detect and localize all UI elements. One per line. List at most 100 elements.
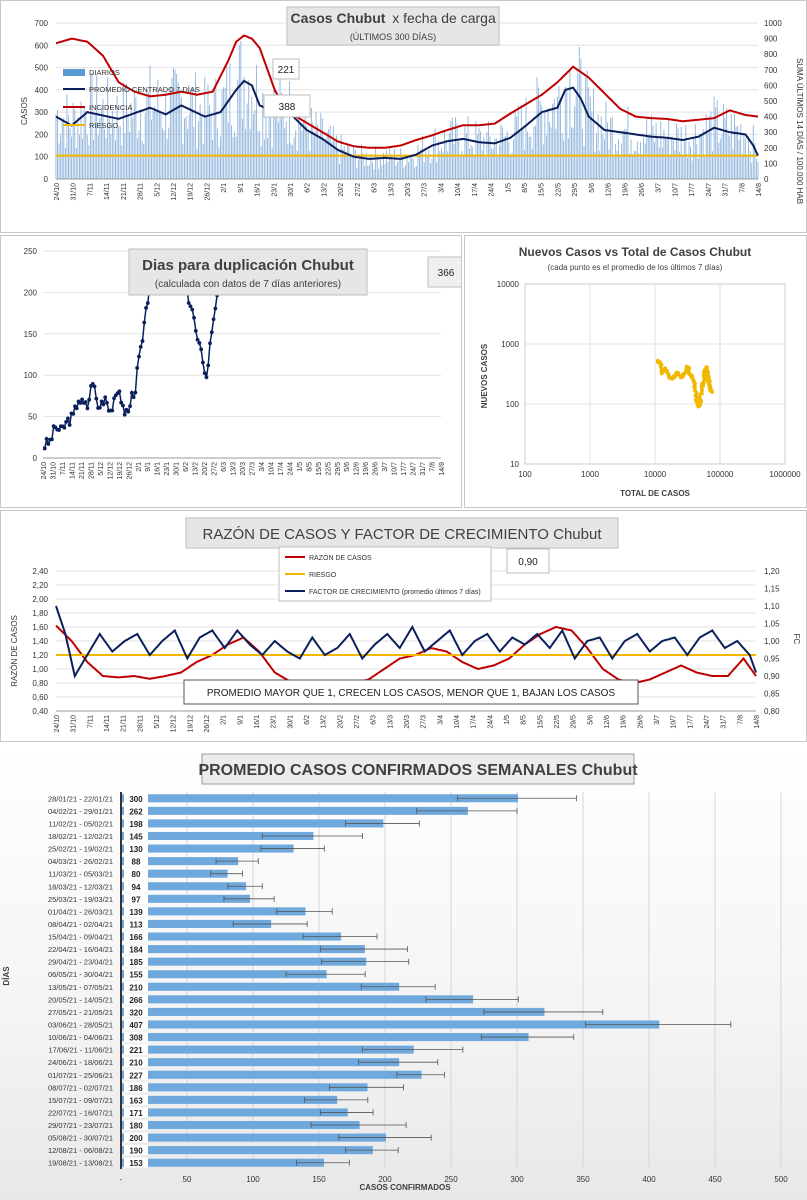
casos-bar-374 (641, 154, 643, 179)
casos-bar-261 (464, 126, 466, 179)
dup-point-29 (92, 384, 97, 389)
casos-bar-410 (697, 158, 699, 179)
sem-bar-25 (122, 1108, 348, 1117)
dup-point-106 (229, 239, 233, 243)
sem-value-bg-24 (124, 1094, 148, 1105)
sem-bar-29 (122, 1158, 324, 1167)
casos-bar-65 (157, 80, 159, 179)
dup-xtick-14: 30/1 (174, 462, 181, 476)
casos-bar-306 (534, 125, 536, 179)
dup-point-19 (74, 406, 79, 411)
casos-bar-404 (688, 141, 690, 179)
casos-bar-16 (80, 101, 82, 179)
casos-bar-111 (229, 62, 231, 179)
casos-bar-205 (376, 156, 378, 179)
dup-xtick-37: 10/7 (392, 462, 399, 476)
casos-bar-38 (115, 140, 116, 179)
dup-xtick-27: 1/5 (297, 462, 304, 472)
casos-bar-268 (475, 120, 477, 179)
sem-category-26: 29/07/21 - 23/07/21 (48, 1121, 113, 1130)
casos-bar-346 (597, 114, 599, 179)
casos-xtick-11: 9/1 (238, 183, 245, 193)
casos-xtick-33: 12/6 (606, 183, 613, 197)
sem-value-15: 210 (129, 983, 143, 992)
nuevos-xlabel: TOTAL DE CASOS (620, 489, 690, 498)
casos-bar-9 (69, 127, 71, 179)
razon-xtick-35: 26/6 (637, 715, 644, 729)
casos-bar-120 (243, 76, 245, 179)
dup-point-39 (110, 408, 115, 413)
casos-bar-409 (696, 143, 698, 179)
casos-bar-170 (321, 118, 323, 179)
sem-xtick-6: 300 (510, 1175, 524, 1184)
sem-bar-9 (122, 907, 306, 916)
casos-bar-39 (116, 95, 118, 179)
casos-bar-387 (661, 147, 663, 179)
casos-xtick-39: 24/7 (706, 183, 713, 197)
razon-note: PROMEDIO MAYOR QUE 1, CRECEN LOS CASOS, … (207, 688, 616, 699)
casos-bar-211 (386, 150, 388, 179)
casos-bar-230 (415, 166, 417, 179)
casos-bar-81 (182, 144, 184, 179)
casos-bar-436 (738, 139, 740, 179)
casos-chart: 0 100 200 300 400 500 600 700 0 100 200 300 400 500 60… (20, 6, 804, 204)
casos-bar-213 (389, 146, 391, 179)
casos-bar-144 (281, 92, 283, 179)
casos-bar-94 (202, 143, 204, 179)
razon-xtick-25: 17/4 (471, 715, 478, 729)
dup-xtick-36: 3/7 (382, 462, 389, 472)
nuevos-plot-frame (524, 283, 786, 465)
casos-bar-448 (757, 161, 759, 179)
casos-bar-326 (566, 89, 568, 179)
sem-bar-21 (122, 1058, 400, 1067)
casos-bar-299 (524, 150, 525, 179)
casos-bar-283 (498, 144, 500, 179)
casos-bar-335 (580, 58, 582, 179)
dup-point-21 (78, 401, 83, 405)
sem-value-bg-20 (124, 1044, 148, 1055)
sem-bar-23 (122, 1083, 368, 1092)
razon-xtick-41: 7/8 (737, 715, 744, 725)
casos-bar-146 (284, 128, 286, 179)
casos-bar-195 (361, 144, 362, 179)
casos-bar-245 (439, 151, 441, 179)
sem-xtick-9: 450 (708, 1175, 722, 1184)
casos-bar-376 (644, 143, 646, 179)
casos-xtick-31: 29/5 (572, 183, 579, 197)
casos-bar-333 (577, 72, 579, 179)
casos-bar-344 (594, 152, 596, 179)
casos-bar-179 (335, 135, 337, 179)
casos-bar-25 (94, 114, 96, 179)
casos-bar-154 (296, 150, 298, 179)
casos-bar-140 (274, 112, 276, 179)
sem-value-bg-19 (124, 1032, 148, 1043)
razon-xtick-38: 17/7 (687, 715, 694, 729)
sem-category-9: 01/04/21 - 26/03/21 (48, 907, 113, 916)
dup-point-95 (209, 330, 214, 335)
dup-xtick-12: 16/1 (155, 462, 162, 476)
dup-point-13 (64, 419, 68, 424)
dup-point-33 (99, 399, 104, 404)
casos-bar-348 (600, 116, 602, 179)
casos-bar-58 (146, 90, 148, 179)
sem-value-bg-13 (124, 956, 148, 967)
casos-y2tick-3: 300 (764, 128, 778, 137)
sem-bar-28 (122, 1146, 373, 1155)
casos-bar-285 (502, 127, 503, 179)
sem-bar-17 (122, 1007, 545, 1016)
casos-bar-314 (547, 108, 549, 179)
sem-category-23: 08/07/21 - 02/07/21 (48, 1083, 113, 1092)
casos-bar-70 (165, 92, 167, 179)
razon-title-box (185, 517, 619, 549)
casos-bar-183 (342, 148, 344, 179)
casos-bar-429 (727, 134, 729, 179)
casos-bar-189 (351, 156, 353, 179)
casos-bar-54 (140, 111, 142, 179)
casos-bar-52 (136, 138, 138, 179)
sem-bar-24 (122, 1095, 338, 1104)
casos-bar-22 (89, 74, 91, 179)
casos-bar-423 (718, 142, 720, 179)
razon-xtick-31: 29/5 (571, 715, 578, 729)
nuevos-point-15-3 (694, 394, 699, 399)
